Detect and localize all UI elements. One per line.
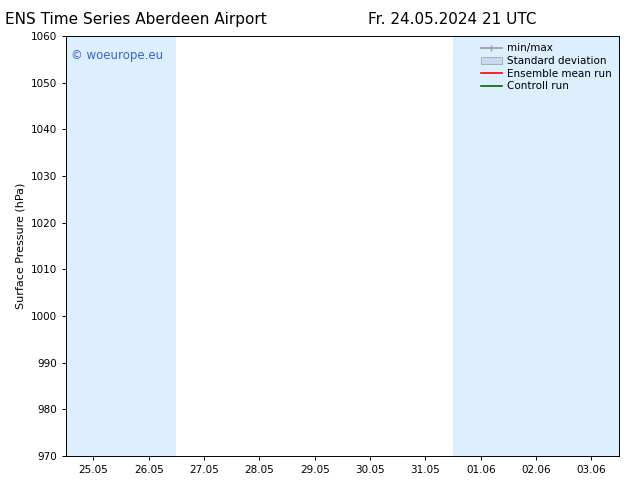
Text: Fr. 24.05.2024 21 UTC: Fr. 24.05.2024 21 UTC bbox=[368, 12, 536, 27]
Text: ENS Time Series Aberdeen Airport: ENS Time Series Aberdeen Airport bbox=[4, 12, 266, 27]
Bar bbox=[66, 36, 121, 456]
Bar bbox=[121, 36, 176, 456]
Y-axis label: Surface Pressure (hPa): Surface Pressure (hPa) bbox=[15, 183, 25, 309]
Legend: min/max, Standard deviation, Ensemble mean run, Controll run: min/max, Standard deviation, Ensemble me… bbox=[479, 41, 614, 93]
Bar bbox=[453, 36, 508, 456]
Bar bbox=[508, 36, 564, 456]
Text: © woeurope.eu: © woeurope.eu bbox=[72, 49, 164, 62]
Bar bbox=[564, 36, 619, 456]
